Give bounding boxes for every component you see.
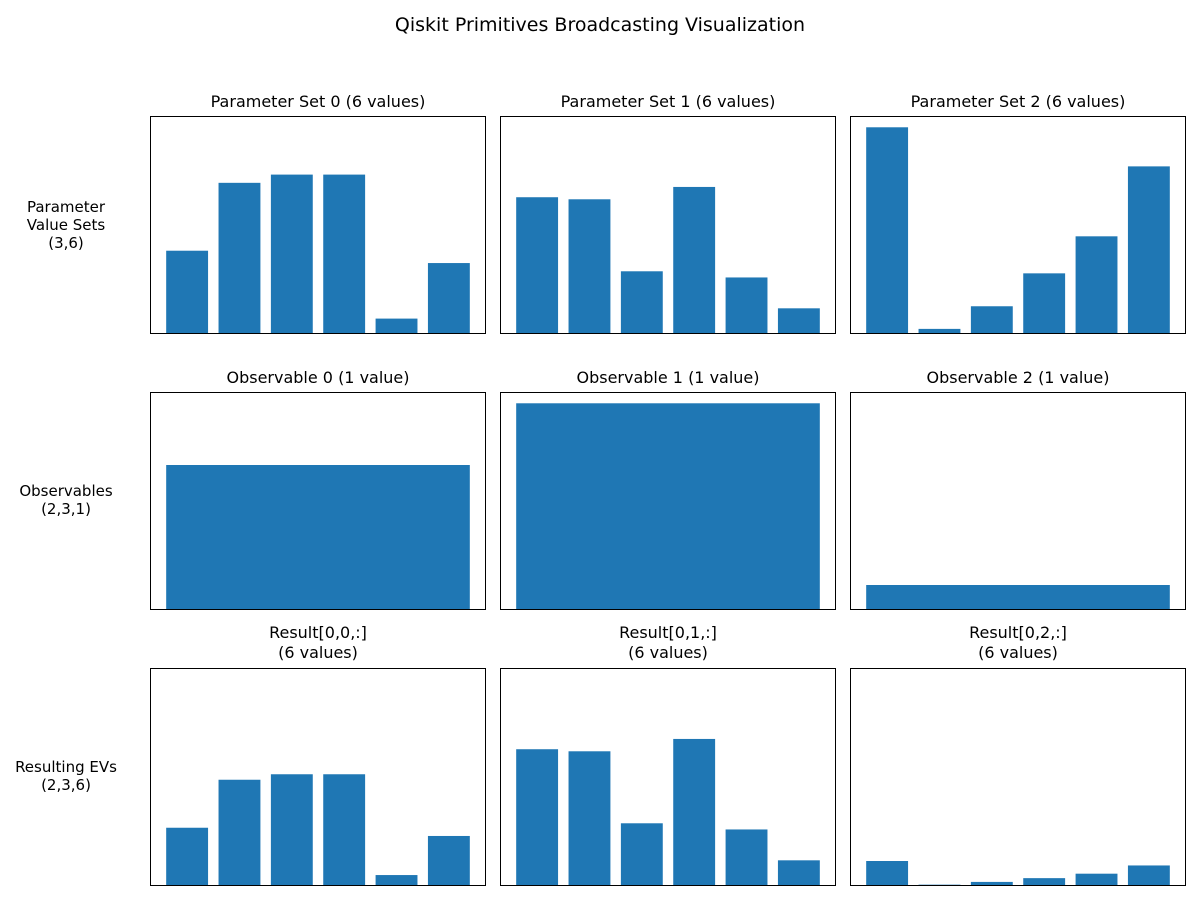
chart-observable-1-plot: [516, 403, 820, 609]
chart-result-0-plot: [166, 774, 470, 885]
row-label-observables: Observables (2,3,1): [19, 482, 113, 518]
subplot-title-param-set-0: Parameter Set 0 (6 values): [210, 92, 426, 111]
chart-param-set-0-plot: [166, 174, 470, 333]
bar: [673, 186, 716, 333]
row-label-parameter-sets: Parameter Value Sets (3,6): [26, 198, 106, 252]
bar: [777, 860, 820, 885]
bar: [323, 774, 366, 885]
chart-observable-1: [500, 392, 836, 610]
bar: [1127, 865, 1170, 885]
chart-param-set-0: [150, 116, 486, 334]
chart-observable-0-plot: [166, 465, 470, 609]
chart-result-2-plot: [866, 861, 1170, 885]
bar: [1127, 166, 1170, 333]
bar: [725, 829, 768, 885]
bar: [620, 271, 663, 333]
subplot-title-observable-0: Observable 0 (1 value): [226, 368, 410, 387]
bar: [970, 881, 1013, 885]
subplot-title-result-0: Result[0,0,:] (6 values): [269, 623, 367, 662]
subplot-title-observable-1: Observable 1 (1 value): [576, 368, 760, 387]
bar: [516, 749, 559, 885]
bar: [1075, 236, 1118, 333]
chart-param-set-1: [500, 116, 836, 334]
bar: [725, 277, 768, 333]
bar: [1023, 273, 1066, 333]
bar: [375, 875, 418, 885]
bar: [270, 174, 313, 333]
bar: [673, 738, 716, 885]
bar: [516, 197, 559, 333]
chart-result-1-plot: [516, 738, 820, 885]
chart-param-set-2-plot: [866, 127, 1170, 334]
bar: [777, 308, 820, 333]
bar: [375, 318, 418, 333]
bar: [166, 827, 209, 885]
subplot-title-param-set-1: Parameter Set 1 (6 values): [560, 92, 776, 111]
bar: [866, 861, 909, 885]
bar: [1075, 873, 1118, 885]
bar: [427, 835, 470, 885]
bar: [568, 751, 611, 885]
bar: [323, 174, 366, 333]
bar: [218, 779, 261, 885]
chart-observable-2-plot: [866, 585, 1170, 609]
chart-result-1: [500, 668, 836, 886]
subplot-title-observable-2: Observable 2 (1 value): [926, 368, 1110, 387]
bar: [866, 127, 909, 334]
bar: [1023, 878, 1066, 885]
subplot-title-result-1: Result[0,1,:] (6 values): [619, 623, 717, 662]
bar: [270, 774, 313, 885]
bar: [620, 823, 663, 885]
chart-observable-2: [850, 392, 1186, 610]
bar: [516, 403, 820, 609]
chart-observable-0: [150, 392, 486, 610]
figure-title: Qiskit Primitives Broadcasting Visualiza…: [394, 14, 806, 36]
bar: [918, 328, 961, 333]
bar: [166, 250, 209, 333]
bar: [427, 263, 470, 333]
subplot-title-result-2: Result[0,2,:] (6 values): [969, 623, 1067, 662]
bar: [568, 199, 611, 333]
subplot-title-param-set-2: Parameter Set 2 (6 values): [910, 92, 1126, 111]
row-label-results: Resulting EVs (2,3,6): [15, 758, 117, 794]
bar: [166, 465, 470, 609]
bar: [866, 585, 1170, 609]
bar: [218, 182, 261, 333]
chart-result-2: [850, 668, 1186, 886]
bar: [970, 306, 1013, 333]
chart-result-0: [150, 668, 486, 886]
chart-param-set-2: [850, 116, 1186, 334]
chart-param-set-1-plot: [516, 186, 820, 333]
